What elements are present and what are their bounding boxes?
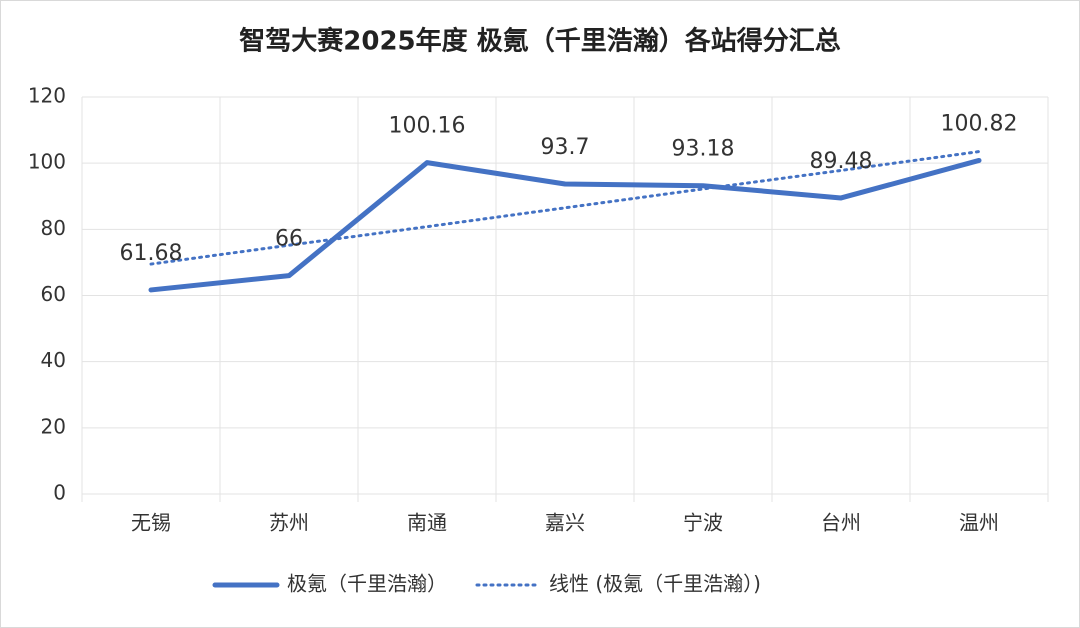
y-tick-label: 120: [28, 84, 66, 108]
x-tick-label: 嘉兴: [545, 511, 585, 535]
y-tick-label: 40: [41, 348, 66, 372]
x-tick-label: 台州: [821, 511, 861, 535]
data-label: 100.16: [389, 114, 466, 139]
x-tick-label: 无锡: [131, 511, 171, 535]
data-label: 100.82: [941, 111, 1018, 136]
series-line: [148, 157, 982, 293]
data-label: 61.68: [120, 241, 183, 266]
x-tick-label: 宁波: [683, 511, 723, 535]
data-label: 89.48: [810, 149, 873, 174]
y-tick-label: 80: [41, 216, 66, 240]
chart-title: 智驾大赛2025年度 极氪（千里浩瀚）各站得分汇总: [239, 26, 840, 57]
x-tick-label: 苏州: [269, 511, 309, 535]
y-tick-label: 20: [41, 414, 66, 438]
legend-label: 极氪（千里浩瀚）: [287, 572, 447, 596]
data-label: 66: [275, 227, 303, 252]
data-label: 93.7: [541, 135, 590, 160]
trend-line: [149, 150, 981, 266]
y-tick-label: 60: [41, 282, 66, 306]
x-tick-label: 温州: [959, 511, 999, 535]
legend-label: 线性 (极氪（千里浩瀚）): [549, 572, 761, 596]
data-label: 93.18: [672, 137, 735, 162]
x-tick-label: 南通: [407, 511, 447, 535]
y-tick-label: 100: [28, 150, 66, 174]
y-tick-label: 0: [53, 481, 66, 505]
